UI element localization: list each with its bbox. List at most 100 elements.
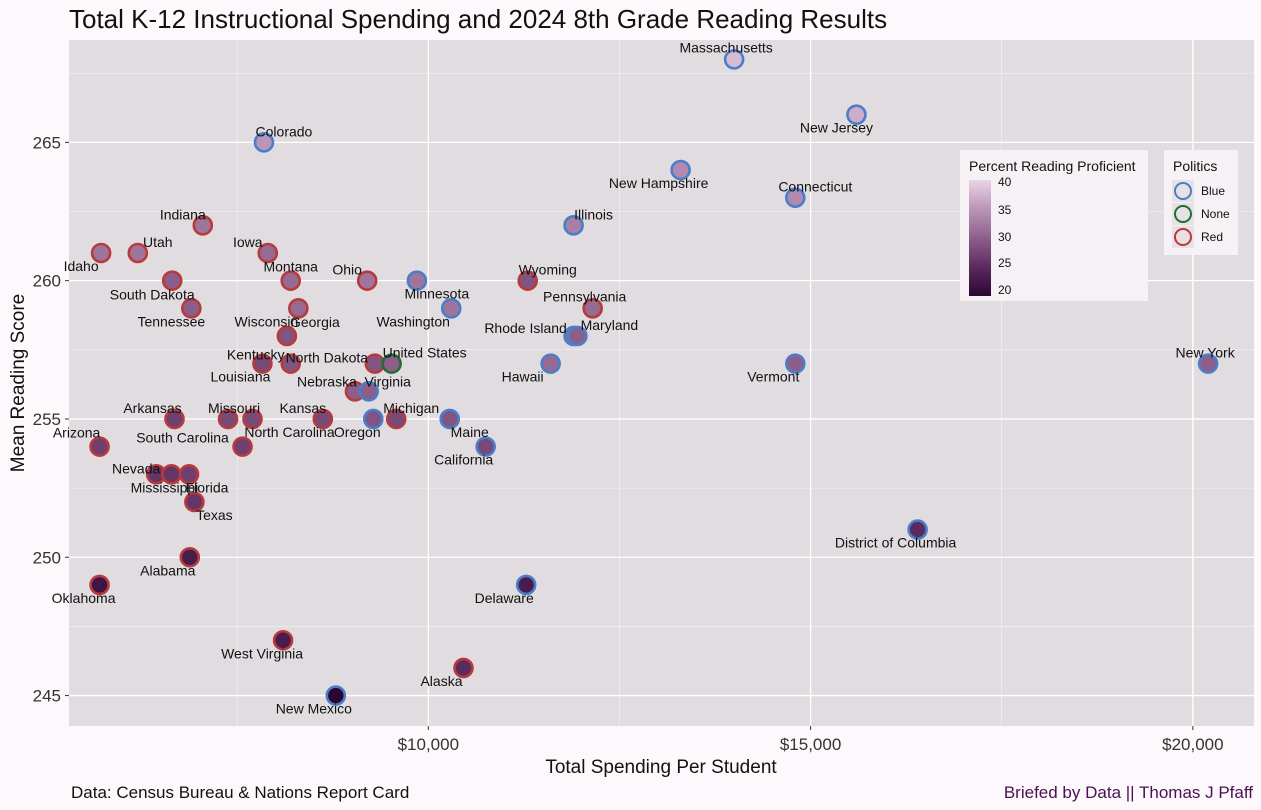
point-label: Idaho	[64, 258, 99, 274]
point-new-jersey	[846, 104, 867, 125]
point-label: Utah	[143, 234, 173, 250]
point-idaho	[90, 242, 112, 264]
point-north-dakota	[364, 353, 386, 374]
point-label: Tennessee	[137, 313, 205, 329]
x-axis-ticks: $10,000 $15,000 $20,000	[398, 726, 1224, 754]
point-new-hampshire	[670, 159, 691, 181]
point-label: Massachusetts	[679, 39, 772, 55]
point-wisconsin	[288, 298, 309, 319]
politics-label-blue: Blue	[1201, 184, 1226, 198]
point-texas	[184, 491, 205, 513]
point-label: Alaska	[420, 673, 462, 689]
fill-tick-20: 20	[998, 283, 1012, 297]
point-label: South Dakota	[110, 287, 195, 303]
point-label: District of Columbia	[835, 535, 957, 551]
point-minnesota	[406, 270, 428, 291]
point-montana	[280, 270, 302, 291]
point-label: Louisiana	[210, 369, 270, 385]
fill-tick-35: 35	[998, 203, 1012, 217]
politics-legend-item-none: None	[1172, 203, 1236, 225]
point-label: Illinois	[574, 206, 613, 222]
point-label: Montana	[263, 259, 318, 275]
point-new-mexico	[325, 685, 347, 706]
point-label: New Jersey	[800, 120, 873, 136]
point-virginia	[358, 380, 379, 402]
point-wyoming	[517, 270, 539, 291]
point-georgia	[276, 325, 298, 347]
point-label: Rhode Island	[484, 320, 567, 336]
point-connecticut	[784, 187, 806, 208]
point-label: Arizona	[53, 425, 101, 441]
point-label: Michigan	[383, 400, 439, 416]
politics-legend-item-blue: Blue	[1172, 180, 1236, 202]
fill-tick-30: 30	[998, 230, 1012, 244]
point-label: Kentucky	[227, 347, 285, 363]
politics-key-blue	[1172, 180, 1194, 202]
politics-label-none: None	[1201, 207, 1230, 221]
point-alaska	[453, 657, 474, 679]
point-label: Wyoming	[519, 262, 577, 278]
point-pennsylvania	[582, 298, 603, 319]
point-hawaii	[540, 353, 561, 374]
point-label: West Virginia	[221, 645, 303, 661]
point-oklahoma	[89, 574, 110, 596]
point-louisiana	[252, 353, 273, 374]
point-label: North Carolina	[244, 424, 334, 440]
point-label: Mississippi	[131, 479, 199, 495]
y-axis-title: Mean Reading Score	[8, 294, 29, 473]
point-label: Maine	[451, 424, 489, 440]
point-label: Hawaii	[502, 369, 544, 385]
point-label: Oregon	[334, 424, 381, 440]
point-labels: Massachusetts New Jersey Colorado New Hamps…	[52, 39, 1236, 716]
politics-legend-item-red: Red	[1172, 226, 1236, 248]
point-label: Pennsylvania	[543, 288, 626, 304]
point-illinois	[563, 215, 584, 236]
point-arizona	[89, 436, 110, 457]
point-north-carolina	[242, 408, 263, 430]
fill-gradient-bar	[969, 180, 991, 296]
y-tick-label: 245	[33, 687, 61, 706]
point-florida	[178, 463, 200, 485]
fill-legend: Percent Reading Proficient 40 35 30 25 2…	[960, 150, 1148, 301]
point-vermont	[784, 353, 806, 374]
point-label: Georgia	[290, 314, 340, 330]
point-new-york	[1197, 353, 1219, 374]
point-label: New York	[1176, 345, 1236, 361]
y-tick-label: 250	[33, 548, 61, 567]
point-south-dakota	[161, 270, 183, 291]
y-tick-label: 255	[33, 410, 61, 429]
point-kentucky	[280, 353, 302, 374]
point-label: Vermont	[747, 369, 799, 385]
politics-legend-title: Politics	[1173, 158, 1218, 174]
point-label: Ohio	[332, 262, 362, 278]
x-tick-label: $10,000	[398, 735, 459, 754]
point-label: Washington	[377, 313, 450, 329]
point-tennessee	[181, 298, 202, 319]
point-missouri	[217, 408, 239, 430]
point-oregon	[362, 408, 384, 430]
point-label: Virginia	[364, 373, 411, 389]
point-label: Indiana	[160, 206, 206, 222]
data-points	[89, 49, 1219, 706]
chart-title: Total K-12 Instructional Spending and 20…	[69, 4, 888, 34]
point-label: New Hampshire	[609, 175, 709, 191]
fill-tick-40: 40	[998, 175, 1012, 189]
point-label: California	[434, 452, 493, 468]
point-maryland	[567, 325, 588, 347]
x-axis-title: Total Spending Per Student	[545, 757, 777, 778]
politics-legend: Politics Blue None Red	[1164, 150, 1238, 255]
point-label: South Carolina	[136, 430, 229, 446]
x-tick-label: $20,000	[1162, 735, 1223, 754]
point-label: Alabama	[140, 562, 195, 578]
point-label: Florida	[186, 479, 229, 495]
point-label: Iowa	[233, 234, 263, 250]
politics-label-red: Red	[1201, 230, 1224, 244]
point-label: Kansas	[279, 400, 326, 416]
point-label: Delaware	[475, 590, 534, 606]
politics-key-none	[1172, 203, 1194, 225]
point-label: New Mexico	[276, 701, 352, 717]
y-tick-label: 265	[33, 133, 61, 152]
point-label: United States	[383, 345, 467, 361]
point-arkansas	[164, 408, 185, 430]
